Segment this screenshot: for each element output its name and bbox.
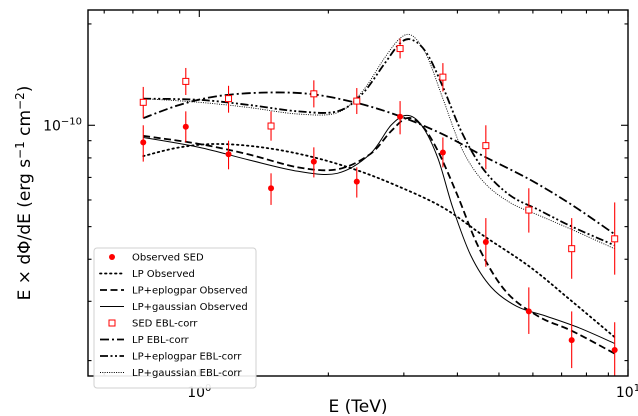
legend-label: SED EBL-corr [132,319,198,330]
y-axis-label-s-exponent: −1 [13,141,27,159]
legend-label: LP+gaussian EBL-corr [132,368,242,379]
data-point [182,123,189,130]
legend-entry: LP EBL-corr [100,335,190,346]
data-point [268,185,275,192]
legend-entry: LP+eplogpar EBL-corr [100,352,242,363]
data-point [525,308,532,315]
data-point [482,239,489,246]
legend-marker [109,254,115,260]
series-observed-sed [140,101,618,376]
y-axis-label-suffix: ) [15,86,35,93]
data-point [225,95,233,103]
curve-lp-gaussian-ebl-corr [143,33,615,250]
curve-lp-gaussian-observed [143,114,615,344]
y-axis-label-prefix: E × dΦ/dE (erg s [15,159,35,301]
data-point [568,337,575,344]
data-point [397,113,404,120]
legend-entry: SED EBL-corr [108,319,198,330]
plot-frame [87,9,629,377]
data-point [568,245,576,253]
legend-label: LP+eplogpar Observed [132,286,248,297]
legend-label: Observed SED [132,253,204,264]
y-axis-label: E × dΦ/dE (erg s−1 cm−2) [13,86,35,301]
legend-label: LP EBL-corr [132,335,190,346]
data-point [225,151,232,158]
data-point [353,178,360,185]
data-point [611,347,618,354]
curve-lp-observed [142,143,616,338]
legend-marker [108,319,116,327]
data-point [611,235,619,243]
legend-entry: LP+eplogpar Observed [100,286,248,297]
curve-lp-eplogpar-ebl-corr [143,38,615,247]
legend-label: LP Observed [132,269,195,280]
curve-lp-ebl-corr [142,91,615,235]
model-curves [142,33,616,355]
data-point [353,97,361,105]
data-points [139,38,619,376]
data-point [310,90,318,98]
legend-label: LP+eplogpar EBL-corr [132,352,242,363]
data-point [482,142,490,150]
data-point [267,122,275,130]
y-axis-label-mid: cm [15,110,35,141]
data-point [139,98,147,106]
legend: Observed SED LP Observed LP+eplogpar Obser… [93,247,257,389]
legend-entry: Observed SED [109,253,204,264]
data-point [396,45,404,53]
legend-entry: LP Observed [99,269,195,280]
x-axis-label: E (TeV) [329,397,388,416]
data-point [439,149,446,156]
data-point [182,77,190,85]
data-point [525,206,533,214]
legend-entry: LP+gaussian EBL-corr [100,368,242,379]
y-axis-label-cm-exponent: −2 [13,92,27,110]
series-sed-ebl-corr [139,38,619,279]
data-point [439,73,447,81]
legend-box [93,247,257,389]
legend-entry: LP+gaussian Observed [100,302,248,313]
y-tick-label: 10−10 [43,116,82,134]
legend-label: LP+gaussian Observed [132,302,248,313]
x-tick-label: 101 [616,383,638,401]
data-point [310,158,317,165]
data-point [140,139,147,146]
